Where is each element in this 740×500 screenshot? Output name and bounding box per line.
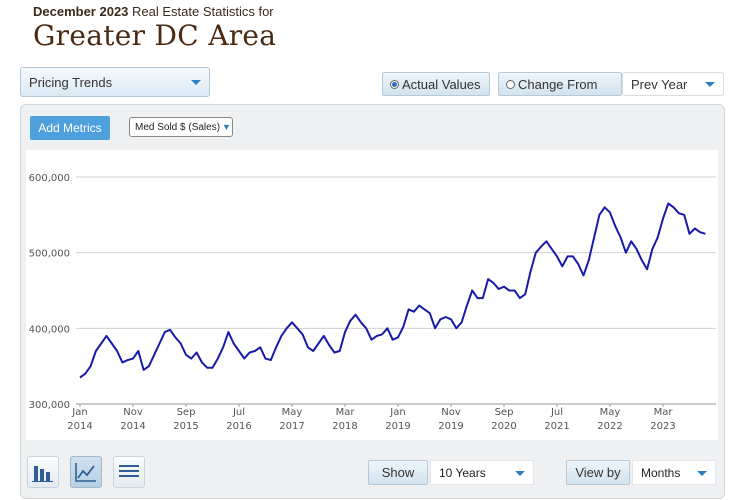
actual-values-label: Actual Values (402, 76, 481, 92)
metric-select[interactable]: Med Sold $ (Sales) ▼ (129, 117, 233, 137)
line-chart-view-button[interactable] (70, 456, 102, 488)
radio-unchecked-icon (506, 79, 515, 89)
plot-area (26, 150, 718, 440)
change-from-label: Change From (518, 76, 598, 92)
table-icon (119, 465, 139, 477)
report-subtitle: December 2023 Real Estate Statistics for (33, 4, 274, 19)
view-by-button[interactable]: View by (566, 460, 630, 485)
view-by-value: Months (641, 465, 681, 480)
show-range-select[interactable]: 10 Years (430, 460, 534, 485)
compare-period-dropdown[interactable]: Prev Year (622, 72, 724, 96)
report-period: December 2023 (33, 4, 129, 19)
show-range-value: 10 Years (439, 465, 486, 480)
change-from-toggle[interactable]: Change From (498, 72, 622, 96)
view-dropdown-label: Pricing Trends (29, 74, 113, 90)
radio-checked-icon (390, 79, 399, 89)
view-by-select[interactable]: Months (632, 460, 716, 485)
line-chart-icon (75, 463, 96, 482)
area-title: Greater DC Area (33, 19, 277, 52)
chevron-down-icon (697, 470, 707, 476)
dropdown-triangle-icon: ▼ (222, 122, 231, 132)
view-dropdown[interactable]: Pricing Trends (20, 67, 210, 97)
compare-period-label: Prev Year (631, 76, 688, 92)
chevron-down-icon (191, 80, 201, 85)
add-metrics-button[interactable]: Add Metrics (30, 116, 110, 140)
bar-chart-icon (32, 466, 53, 482)
table-view-button[interactable] (113, 456, 145, 488)
show-button[interactable]: Show (368, 460, 428, 485)
bar-chart-view-button[interactable] (27, 456, 59, 488)
actual-values-toggle[interactable]: Actual Values (382, 72, 490, 96)
chevron-down-icon (705, 82, 715, 87)
chevron-down-icon (515, 470, 525, 476)
metric-select-label: Med Sold $ (Sales) (135, 121, 221, 133)
report-subtitle-text: Real Estate Statistics for (128, 4, 274, 19)
